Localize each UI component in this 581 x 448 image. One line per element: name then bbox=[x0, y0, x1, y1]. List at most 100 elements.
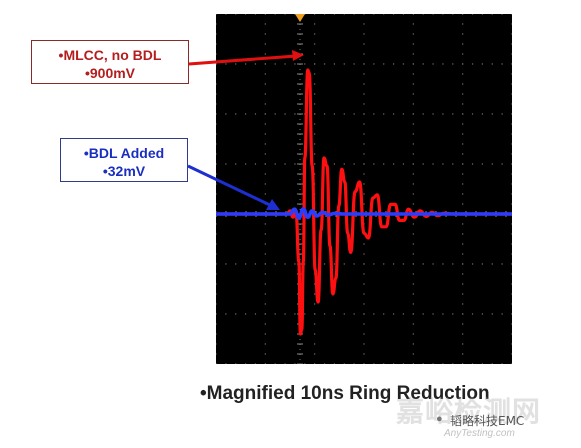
grid-dot bbox=[313, 23, 316, 25]
grid-dot bbox=[461, 333, 464, 335]
grid-dot bbox=[471, 313, 474, 315]
grid-dot bbox=[511, 223, 512, 225]
grid-dot bbox=[461, 273, 464, 275]
grid-dot bbox=[363, 243, 365, 245]
grid-dot bbox=[461, 293, 464, 295]
grid-dot bbox=[422, 263, 424, 265]
grid-dot bbox=[216, 333, 217, 335]
grid-dot bbox=[511, 153, 512, 155]
grid-dot bbox=[274, 163, 276, 165]
grid-dot bbox=[294, 113, 296, 115]
grid-dot bbox=[511, 14, 512, 15]
grid-dot bbox=[254, 113, 257, 115]
grid-dot bbox=[461, 173, 464, 175]
grid-dot bbox=[373, 263, 375, 265]
grid-dot bbox=[363, 53, 365, 55]
grid-dot bbox=[442, 14, 444, 15]
grid-dot bbox=[501, 363, 503, 364]
waveform-plot bbox=[216, 14, 512, 364]
grid-dot bbox=[216, 233, 217, 235]
grid-dot bbox=[461, 353, 464, 355]
grid-dot bbox=[511, 113, 512, 115]
grid-dot bbox=[294, 63, 296, 65]
grid-dot bbox=[392, 363, 395, 364]
grid-dot bbox=[333, 263, 336, 265]
grid-dot bbox=[461, 123, 464, 125]
grid-dot bbox=[264, 283, 267, 285]
grid-dot bbox=[333, 163, 336, 165]
grid-dot bbox=[511, 73, 512, 75]
grid-dot bbox=[264, 33, 267, 35]
wechat-icon: ● bbox=[436, 413, 443, 425]
grid-dot bbox=[216, 83, 217, 85]
grid-dot bbox=[392, 263, 395, 265]
grid-dot bbox=[461, 363, 464, 364]
trigger-marker bbox=[295, 14, 305, 22]
grid-dot bbox=[274, 263, 276, 265]
grid-dot bbox=[461, 63, 464, 65]
mlcc-callout-value: •900mV bbox=[84, 65, 136, 81]
grid-dot bbox=[264, 113, 267, 115]
grid-dot bbox=[264, 313, 267, 315]
grid-dot bbox=[244, 263, 247, 265]
grid-dot bbox=[294, 163, 296, 165]
grid-dot bbox=[216, 113, 217, 115]
grid-dot bbox=[264, 103, 267, 105]
grid-dot bbox=[363, 183, 365, 185]
grid-dot bbox=[461, 313, 464, 315]
grid-dot bbox=[225, 163, 227, 165]
grid-dot bbox=[392, 163, 395, 165]
grid-dot bbox=[244, 163, 247, 165]
grid-dot bbox=[264, 63, 267, 65]
grid-dot bbox=[343, 14, 345, 15]
grid-dot bbox=[264, 93, 267, 95]
grid-dot bbox=[442, 163, 444, 165]
grid-dot bbox=[481, 63, 484, 65]
grid-dot bbox=[313, 353, 316, 355]
grid-dot bbox=[422, 163, 424, 165]
watermark-brand: 韬略科技EMC bbox=[450, 414, 525, 428]
grid-dot bbox=[264, 73, 267, 75]
grid-dot bbox=[461, 193, 464, 195]
grid-dot bbox=[412, 363, 415, 364]
grid-dot bbox=[216, 133, 217, 135]
grid-dot bbox=[412, 293, 415, 295]
grid-dot bbox=[216, 183, 217, 185]
grid-dot bbox=[461, 33, 464, 35]
grid-dot bbox=[471, 163, 474, 165]
grid-dot bbox=[452, 313, 454, 315]
grid-dot bbox=[412, 143, 415, 145]
grid-dot bbox=[264, 273, 267, 275]
grid-dot bbox=[353, 113, 355, 115]
grid-dot bbox=[511, 23, 512, 25]
grid-dot bbox=[511, 353, 512, 355]
grid-dot bbox=[264, 14, 267, 15]
grid-dot bbox=[461, 343, 464, 345]
grid-dot bbox=[392, 313, 395, 315]
grid-dot bbox=[511, 93, 512, 95]
grid-dot bbox=[225, 113, 227, 115]
grid-dot bbox=[481, 263, 484, 265]
grid-dot bbox=[501, 313, 503, 315]
grid-dot bbox=[363, 93, 365, 95]
bdl-callout-value: •32mV bbox=[102, 163, 146, 179]
grid-dot bbox=[461, 153, 464, 155]
grid-dot bbox=[313, 343, 316, 345]
grid-dot bbox=[264, 163, 267, 165]
grid-dot bbox=[264, 353, 267, 355]
grid-dot bbox=[363, 253, 365, 255]
bdl-callout: •BDL Added •32mV bbox=[60, 138, 188, 182]
grid-dot bbox=[216, 273, 217, 275]
grid-dot bbox=[363, 333, 365, 335]
grid-dot bbox=[471, 14, 474, 15]
grid-dot bbox=[264, 23, 267, 25]
grid-dot bbox=[511, 263, 512, 265]
grid-dot bbox=[264, 123, 267, 125]
grid-dot bbox=[254, 14, 257, 15]
grid-dot bbox=[373, 14, 375, 15]
grid-dot bbox=[343, 363, 345, 364]
grid-dot bbox=[264, 243, 267, 245]
grid-dot bbox=[412, 83, 415, 85]
grid-dot bbox=[511, 53, 512, 55]
grid-dot bbox=[363, 163, 365, 165]
